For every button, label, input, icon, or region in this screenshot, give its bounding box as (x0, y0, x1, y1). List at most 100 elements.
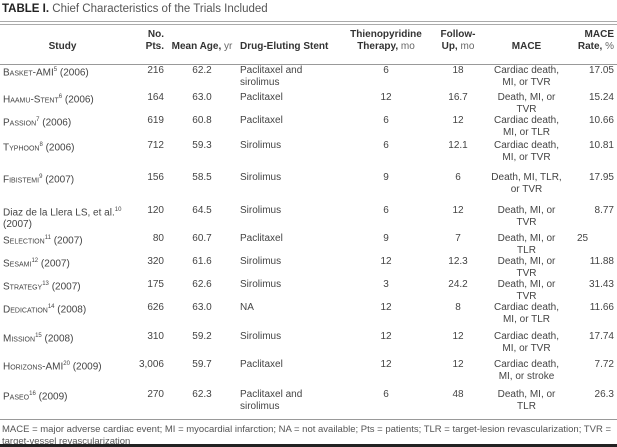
table-row: Dedication14 (2008) 626 63.0 NA 12 8 Cardiac d… (0, 302, 617, 331)
study-year: (2007) (40, 258, 70, 270)
age-cell: 62.2 (192, 65, 212, 76)
thieno-cell: 12 (380, 302, 392, 313)
age-cell: 62.3 (192, 389, 212, 400)
follow-cell: 12 (452, 115, 464, 126)
rate-cell: 7.72 (594, 359, 614, 370)
study-name: Passion (3, 117, 37, 129)
header-text: Mean Age, (171, 41, 222, 52)
pts-cell: 320 (147, 256, 164, 267)
bottom-rule (0, 419, 617, 420)
mace-cell: Cardiac death, MI, or TVR (493, 140, 560, 163)
rate-cell: 10.66 (588, 115, 614, 126)
thieno-cell: 9 (383, 172, 389, 183)
study-name: Paseo (3, 391, 30, 403)
rate-cell: 26.3 (594, 389, 614, 400)
pts-cell: 626 (147, 302, 164, 313)
top-rule (0, 21, 617, 25)
stent-cell: Sirolimus (240, 331, 282, 342)
header-text: No. Pts. (145, 29, 164, 52)
stent-cell: Paclitaxel and sirolimus (240, 389, 303, 412)
header-text: Follow-Up, (440, 29, 476, 52)
column-header: MACE (484, 27, 569, 59)
table-row: Typhoon8 (2006) 712 59.3 Sirolimus 6 12.1 Card… (0, 140, 617, 172)
header-text: Thienopyridine Therapy, (350, 29, 422, 52)
follow-cell: 12.1 (448, 140, 468, 151)
study-name: Fibistemi (3, 174, 40, 186)
study-name: Horizons-AMI (3, 361, 64, 373)
reference-number: 12 (31, 258, 39, 264)
reference-number: 13 (42, 281, 49, 287)
column-header: MACE Rate, % (569, 27, 617, 59)
reference-number: 7 (36, 117, 40, 123)
stent-cell: NA (240, 302, 254, 313)
study-cell: Strategy13 (2007) (0, 279, 125, 302)
thieno-cell: 6 (383, 389, 389, 400)
header-text: Drug-Eluting Stent (240, 41, 329, 52)
table-row: Diaz de la Llera LS, et al.10 (2007) 120 6… (0, 205, 617, 233)
study-cell: Passion7 (2006) (0, 115, 125, 140)
pts-cell: 712 (147, 140, 164, 151)
thieno-cell: 12 (380, 92, 392, 103)
study-cell: Horizons-AMI20 (2009) (0, 359, 125, 389)
pts-cell: 164 (147, 92, 164, 103)
study-year: (2006) (64, 94, 94, 106)
rate-cell: 31.43 (588, 279, 614, 290)
age-cell: 59.3 (192, 140, 212, 151)
table-row: Strategy13 (2007) 175 62.6 Sirolimus 3 24.2 De… (0, 279, 617, 302)
column-header: Drug-Eluting Stent (237, 27, 340, 59)
mace-cell: Cardiac death, MI, or stroke (493, 359, 560, 382)
age-cell: 59.7 (192, 359, 212, 370)
study-cell: Mission15 (2008) (0, 331, 125, 359)
reference-number: 6 (58, 94, 63, 100)
study-year: (2006) (45, 142, 75, 154)
study-cell: Paseo16 (2009) (0, 389, 125, 419)
column-header: Follow-Up, mo (432, 27, 484, 59)
study-name: Diaz de la Llera LS, et al. (3, 207, 115, 219)
stent-cell: Paclitaxel (240, 359, 283, 370)
study-cell: Haamu-Stent6 (2006) (0, 92, 125, 115)
header-text: Study (48, 41, 77, 52)
study-name: Mission (3, 333, 36, 345)
table-row: Mission15 (2008) 310 59.2 Sirolimus 12 12 Card… (0, 331, 617, 359)
age-cell: 60.8 (192, 115, 212, 126)
age-cell: 58.5 (192, 172, 212, 183)
follow-cell: 24.2 (448, 279, 468, 290)
trials-table: Study No. Pts. Mean Age, yr Drug-Eluting St… (0, 27, 617, 419)
study-cell: Sesami12 (2007) (0, 256, 125, 279)
mace-cell: Death, MI, or TVR (497, 205, 556, 228)
rate-cell: 11.66 (589, 302, 614, 313)
mace-cell: Death, MI, or TVR (497, 92, 556, 115)
study-name: Dedication (3, 304, 48, 316)
header-unit: mo (460, 41, 475, 52)
stent-cell: Sirolimus (240, 279, 282, 290)
study-cell: Diaz de la Llera LS, et al.10 (2007) (0, 205, 125, 233)
study-year: (2007) (45, 174, 75, 186)
study-name: Sesami (3, 258, 32, 270)
study-year: (2007) (3, 218, 32, 230)
age-cell: 64.5 (192, 205, 212, 216)
study-year: (2006) (42, 117, 72, 129)
stent-cell: Sirolimus (240, 256, 282, 267)
column-header: Study (0, 27, 125, 59)
table-row: Horizons-AMI20 (2009) 3,006 59.7 Paclitaxel… (0, 359, 617, 389)
study-name: Basket-AMI (3, 67, 54, 79)
table-label: TABLE I. (2, 3, 50, 15)
study-year: (2009) (72, 361, 102, 373)
thieno-cell: 6 (383, 115, 389, 126)
study-year: (2006) (59, 67, 89, 79)
stent-cell: Paclitaxel (240, 115, 283, 126)
pts-cell: 175 (147, 279, 164, 290)
follow-cell: 8 (455, 302, 461, 313)
study-cell: Typhoon8 (2006) (0, 140, 125, 172)
follow-cell: 18 (452, 65, 464, 76)
age-cell: 62.6 (192, 279, 212, 290)
rate-cell: 15.24 (588, 92, 614, 103)
pts-cell: 156 (147, 172, 164, 183)
header-unit: % (605, 41, 614, 52)
age-cell: 61.6 (192, 256, 212, 267)
footnote: MACE = major adverse cardiac event; MI =… (2, 424, 611, 447)
rate-cell: 25 (577, 233, 589, 244)
table-row: Passion7 (2006) 619 60.8 Paclitaxel 6 12 Cardi… (0, 115, 617, 140)
study-name: Selection (3, 235, 45, 247)
study-cell: Selection11 (2007) (0, 233, 125, 256)
